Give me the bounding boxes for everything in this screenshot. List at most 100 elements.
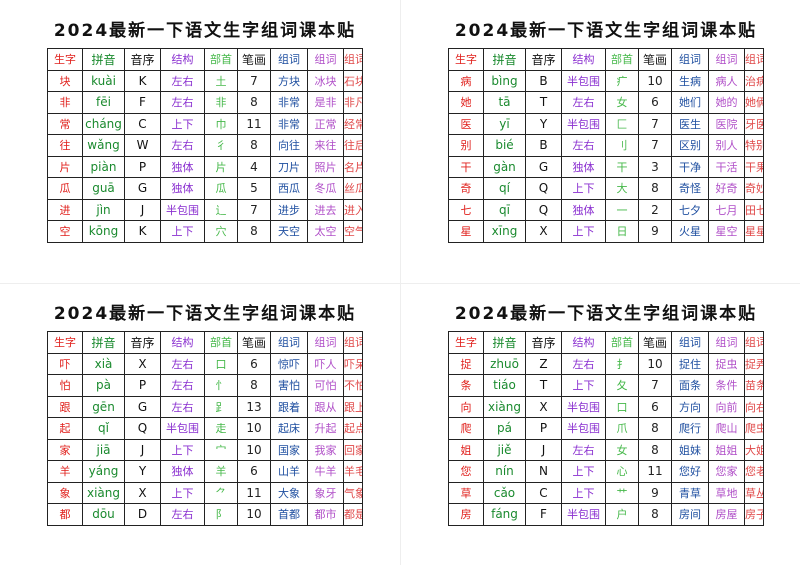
- table-cell: 向右: [744, 395, 764, 418]
- table-cell: 好奇: [708, 177, 745, 200]
- table-cell: X: [525, 395, 562, 418]
- table-cell: P: [124, 374, 161, 397]
- table-cell: 生病: [671, 69, 709, 92]
- table-cell: 面条: [671, 374, 709, 397]
- table-cell: nín: [483, 460, 526, 483]
- table-cell: 户: [605, 503, 639, 526]
- table-cell: 片: [204, 155, 238, 178]
- table-cell: 10: [237, 417, 271, 440]
- table-cell: 干: [448, 155, 484, 178]
- table-cell: 11: [237, 112, 271, 135]
- table-row: 羊yángY独体羊6山羊牛羊羊毛: [47, 460, 363, 483]
- header-cell: 部首: [605, 331, 639, 354]
- header-cell: 笔画: [237, 48, 271, 71]
- table-cell: 姐: [448, 438, 484, 461]
- table-cell: 片: [47, 155, 83, 178]
- header-cell: 部首: [605, 48, 639, 71]
- table-cell: 条: [448, 374, 484, 397]
- section-title: 2024最新一下语文生字组词课本贴: [53, 21, 357, 41]
- table-cell: 左右: [561, 91, 606, 114]
- table-cell: 7: [237, 198, 271, 221]
- table-row: 常chángC上下巾11非常正常经常: [47, 112, 363, 135]
- table-cell: 干净: [671, 155, 709, 178]
- header-cell: 组词: [343, 48, 363, 71]
- table-cell: 7: [237, 69, 271, 92]
- table-cell: 牛羊: [307, 460, 344, 483]
- table-cell: fáng: [483, 503, 526, 526]
- table-cell: 回家: [343, 438, 363, 461]
- table-cell: X: [525, 220, 562, 243]
- table-cell: 石块: [343, 69, 363, 92]
- table-cell: qí: [483, 177, 526, 200]
- table-cell: 爬行: [671, 417, 709, 440]
- table-cell: B: [525, 134, 562, 157]
- header-cell: 组词: [671, 48, 709, 71]
- table-cell: 西瓜: [270, 177, 308, 200]
- table-cell: 往后: [343, 134, 363, 157]
- table-cell: 11: [237, 481, 271, 504]
- table-cell: 8: [237, 134, 271, 157]
- table-cell: 是非: [307, 91, 344, 114]
- table-cell: 羊: [47, 460, 83, 483]
- header-cell: 拼音: [483, 48, 526, 71]
- table-cell: 半包围: [160, 198, 205, 221]
- table-cell: 干: [605, 155, 639, 178]
- table-cell: 治病: [744, 69, 764, 92]
- table-cell: 房间: [671, 503, 709, 526]
- header-cell: 生字: [448, 48, 484, 71]
- table-row: 块kuàiK左右土7方块冰块石块: [47, 69, 363, 92]
- table-row: 捉zhuōZ左右扌10捉住捉虫捉弄: [448, 352, 764, 375]
- table-cell: 天空: [270, 220, 308, 243]
- table-cell: P: [124, 155, 161, 178]
- table-cell: 房屋: [708, 503, 745, 526]
- divider: [0, 283, 800, 284]
- table-cell: 非常: [270, 112, 308, 135]
- table-row: 医yīY半包围匚7医生医院牙医: [448, 112, 764, 135]
- table-cell: 照片: [307, 155, 344, 178]
- word-table: 生字拼音音序结构部首笔画组词组词组词病bìngB半包围疒10生病病人治病她tāT…: [448, 48, 764, 243]
- table-cell: 13: [237, 395, 271, 418]
- table-cell: 上下: [160, 112, 205, 135]
- table-cell: 非凡: [343, 91, 363, 114]
- table-cell: xià: [82, 352, 125, 375]
- header-cell: 拼音: [483, 331, 526, 354]
- table-cell: K: [124, 220, 161, 243]
- table-cell: 吓人: [307, 352, 344, 375]
- table-cell: 6: [237, 460, 271, 483]
- header-cell: 组词: [270, 331, 308, 354]
- table-cell: 火星: [671, 220, 709, 243]
- table-cell: T: [525, 91, 562, 114]
- table-cell: 捉: [448, 352, 484, 375]
- table-cell: N: [525, 460, 562, 483]
- header-cell: 组词: [343, 331, 363, 354]
- table-cell: 左右: [160, 395, 205, 418]
- table-cell: 8: [237, 91, 271, 114]
- table-cell: 上下: [160, 438, 205, 461]
- table-cell: T: [525, 374, 562, 397]
- table-cell: 10: [237, 503, 271, 526]
- table-row: 跟gēnG左右𧾷13跟着跟从跟上: [47, 395, 363, 418]
- table-cell: 起床: [270, 417, 308, 440]
- header-cell: 笔画: [638, 48, 672, 71]
- table-cell: 半包围: [561, 503, 606, 526]
- table-cell: 独体: [561, 198, 606, 221]
- table-cell: 升起: [307, 417, 344, 440]
- table-cell: X: [124, 481, 161, 504]
- table-cell: 左右: [160, 352, 205, 375]
- header-cell: 生字: [448, 331, 484, 354]
- table-cell: 奇妙: [744, 177, 764, 200]
- section-title: 2024最新一下语文生字组词课本贴: [53, 304, 357, 324]
- table-cell: 奇: [448, 177, 484, 200]
- header-cell: 组词: [744, 48, 764, 71]
- header-cell: 结构: [561, 48, 606, 71]
- table-cell: C: [124, 112, 161, 135]
- header-cell: 组词: [307, 48, 344, 71]
- table-cell: 刀片: [270, 155, 308, 178]
- table-cell: tiáo: [483, 374, 526, 397]
- word-table: 生字拼音音序结构部首笔画组词组词组词块kuàiK左右土7方块冰块石块非fēiF左…: [47, 48, 363, 243]
- table-cell: 捉弄: [744, 352, 764, 375]
- table-cell: 星空: [708, 220, 745, 243]
- header-cell: 组词: [744, 331, 764, 354]
- table-cell: 正常: [307, 112, 344, 135]
- table-row: 条tiáoT上下夂7面条条件苗条: [448, 374, 764, 397]
